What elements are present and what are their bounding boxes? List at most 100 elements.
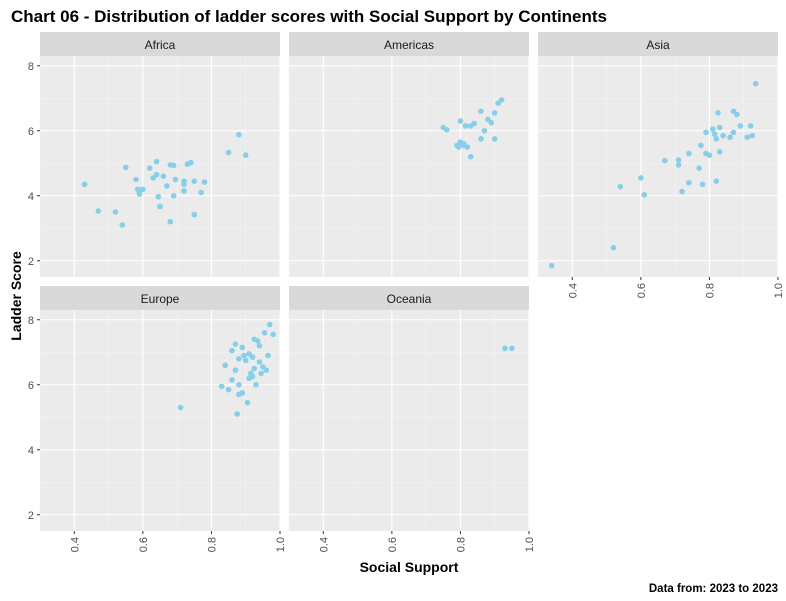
data-point — [198, 189, 204, 196]
data-point — [715, 110, 721, 116]
data-point — [464, 144, 471, 150]
data-point — [734, 111, 740, 118]
data-point — [662, 157, 668, 164]
data-point — [191, 178, 198, 184]
data-point — [263, 367, 270, 373]
data-point — [502, 345, 508, 352]
y-tick-label: 6 — [28, 380, 34, 392]
panel-background — [289, 56, 529, 277]
data-point — [266, 321, 273, 328]
data-point — [265, 352, 271, 359]
data-point — [747, 123, 754, 129]
data-point — [488, 119, 495, 126]
y-axis-title: Ladder Score — [8, 251, 24, 341]
data-point — [249, 373, 256, 380]
data-point — [737, 123, 744, 129]
facet-panel-americas: Americas — [288, 32, 530, 277]
data-source-caption: Data from: 2023 to 2023 — [649, 583, 778, 595]
facet-strip — [538, 32, 778, 56]
panel-background — [289, 310, 529, 531]
data-point — [249, 354, 256, 360]
data-point — [713, 178, 720, 184]
data-point — [164, 183, 170, 189]
data-point — [188, 159, 194, 166]
data-point — [481, 127, 488, 134]
data-point — [256, 342, 263, 349]
y-tick-label: 8 — [28, 315, 34, 327]
data-point — [242, 152, 249, 158]
data-point — [229, 347, 235, 354]
x-tick-label: 0.6 — [636, 283, 648, 298]
x-tick-label: 0.4 — [69, 537, 81, 552]
data-point — [699, 181, 706, 188]
data-point — [155, 193, 162, 200]
data-point — [457, 118, 464, 124]
x-tick-label: 1.0 — [524, 537, 536, 552]
y-tick-label: 8 — [28, 61, 34, 73]
facet-strip-label: Europe — [141, 292, 180, 306]
facet-panel-oceania: Oceania 0.4 0.6 0.8 1.0 — [288, 286, 536, 552]
y-tick-label: 4 — [28, 445, 34, 457]
data-point — [81, 181, 88, 188]
data-point — [686, 150, 692, 157]
data-point — [491, 136, 498, 142]
data-point — [160, 173, 167, 180]
panel-background — [40, 56, 280, 277]
data-point — [172, 176, 179, 183]
data-point — [744, 134, 750, 141]
data-point — [181, 188, 187, 194]
data-point — [675, 162, 682, 168]
facet-strip — [40, 286, 280, 310]
data-point — [218, 383, 225, 390]
data-point — [242, 357, 249, 364]
data-point — [641, 191, 648, 198]
data-point — [201, 179, 208, 185]
facet-strip — [289, 286, 529, 310]
x-tick-label: 0.4 — [567, 283, 579, 298]
data-point — [703, 129, 709, 136]
data-point — [236, 131, 242, 138]
facet-strip-label: Africa — [145, 38, 176, 52]
facet-panel-africa: Africa 2 4 6 8 — [28, 32, 281, 277]
data-point — [119, 222, 126, 228]
data-point — [239, 390, 246, 396]
data-point — [244, 399, 251, 406]
data-point — [467, 153, 474, 160]
data-point — [153, 171, 160, 178]
data-point — [548, 262, 555, 269]
x-tick-label: 0.4 — [318, 537, 330, 552]
y-tick-label: 6 — [28, 126, 34, 138]
data-point — [711, 131, 718, 137]
data-point — [177, 404, 184, 411]
data-point — [236, 381, 242, 388]
data-point — [229, 377, 235, 383]
data-point — [443, 126, 450, 133]
y-tick-label: 4 — [28, 191, 34, 203]
data-point — [222, 362, 228, 369]
data-point — [498, 97, 505, 103]
facet-strip-label: Oceania — [387, 292, 432, 306]
data-point — [727, 134, 733, 141]
x-tick-label: 1.0 — [275, 537, 287, 552]
data-point — [241, 352, 247, 359]
data-point — [146, 165, 153, 171]
chart-title: Chart 06 - Distribution of ladder scores… — [11, 7, 607, 26]
data-point — [234, 411, 240, 417]
data-point — [478, 108, 484, 115]
data-point — [462, 123, 469, 129]
data-point — [232, 367, 239, 373]
data-point — [122, 164, 129, 171]
data-point — [491, 110, 498, 116]
data-point — [752, 80, 759, 87]
facet-panel-europe: Europe 2 4 6 8 0.4 0.6 0.8 1.0 — [28, 286, 287, 552]
data-point — [253, 381, 259, 388]
x-tick-label: 0.8 — [455, 537, 467, 552]
data-point — [232, 341, 239, 347]
data-point — [478, 136, 484, 142]
x-tick-label: 1.0 — [773, 283, 785, 298]
facet-strip-label: Asia — [646, 38, 670, 52]
data-point — [713, 136, 720, 142]
data-point — [181, 181, 187, 188]
data-point — [254, 338, 261, 344]
data-point — [258, 370, 264, 377]
